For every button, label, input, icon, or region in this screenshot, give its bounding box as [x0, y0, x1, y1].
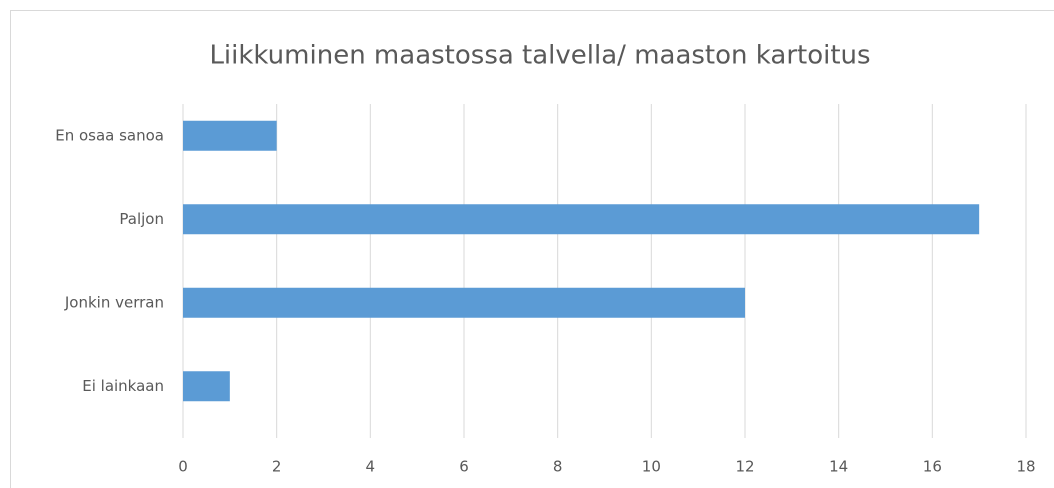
bar [183, 371, 230, 402]
bar [183, 120, 277, 151]
x-tick-label: 2 [272, 458, 282, 476]
bar [183, 204, 980, 235]
chart-title: Liikkuminen maastossa talvella/ maaston … [209, 41, 870, 71]
x-tick-label: 10 [642, 458, 661, 476]
x-tick-label: 4 [366, 458, 376, 476]
x-tick-label: 0 [178, 458, 188, 476]
x-tick-label: 18 [1016, 458, 1035, 476]
bar [183, 287, 745, 318]
chart-border [10, 10, 1054, 488]
x-tick-label: 12 [735, 458, 754, 476]
x-tick-label: 14 [829, 458, 848, 476]
y-tick-label: Ei lainkaan [82, 377, 164, 395]
x-tick-label: 16 [923, 458, 942, 476]
y-tick-label: Jonkin verran [64, 293, 164, 311]
x-tick-label: 8 [553, 458, 563, 476]
y-tick-label: En osaa sanoa [55, 126, 164, 144]
x-tick-label: 6 [459, 458, 469, 476]
y-tick-label: Paljon [119, 210, 164, 228]
